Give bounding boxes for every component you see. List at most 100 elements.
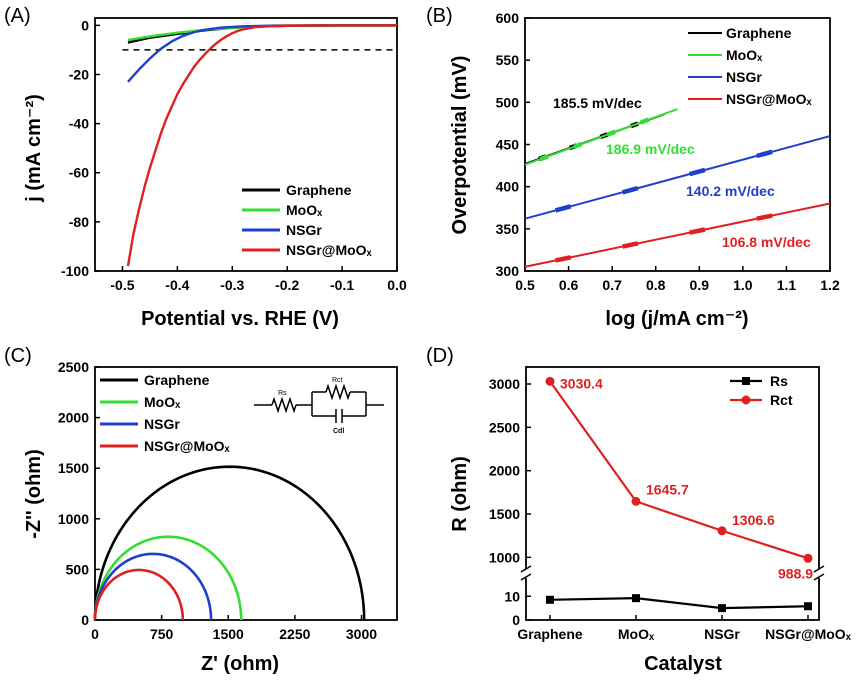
panel-d-y-tick-label: 1000	[489, 549, 520, 565]
panel-b-y-tick-label: 350	[496, 221, 520, 237]
panel-d-point	[718, 604, 726, 613]
panel-d-frame	[525, 366, 820, 621]
circuit-cdl-label: Cdl	[333, 428, 344, 435]
panel-c-nyquist-arc	[93, 552, 213, 621]
panel-a-x-tick-label: -0.5	[110, 277, 134, 293]
panel-c-x-tick-label: 0	[91, 626, 99, 642]
panel-d-break-mark	[520, 573, 532, 581]
circuit-diagram	[254, 383, 384, 423]
panel-d-legend-marker	[741, 395, 751, 405]
panel-b-data-segment	[555, 255, 572, 263]
panel-b-series	[524, 108, 831, 268]
panel-d-x-tick-label: Graphene	[517, 626, 583, 642]
panel-b-x-tick-label: 0.5	[515, 277, 535, 293]
panel-b-slope-labels: 185.5 mV/dec 186.9 mV/dec 140.2 mV/dec 106.…	[553, 95, 811, 250]
panel-a-x-tick-label: -0.4	[165, 277, 189, 293]
panel-b-data-segment	[640, 117, 650, 125]
panel-b-legend-label: Graphene	[726, 25, 792, 41]
panel-c-label: (C)	[4, 345, 32, 367]
panel-b-x-tick-label: 0.7	[602, 277, 622, 293]
panel-d-point	[545, 376, 555, 386]
panel-d-point	[717, 526, 727, 536]
panel-b-x-tick-label: 0.8	[646, 277, 666, 293]
panel-a-x-axis-title: Potential vs. RHE (V)	[141, 308, 339, 330]
panel-c: (C) 0 750 1500 2250 3000 0 500 1000 1500 2000 250…	[4, 345, 398, 675]
panel-d-x-ticks: Graphene MoOₓ NSGr NSGr@MoOₓ	[517, 615, 852, 642]
panel-d: (D) Graphene MoOₓ NSGr NSGr@MoOₓ 1000 1500 20…	[426, 345, 852, 675]
panel-b-label: (B)	[426, 5, 453, 27]
panel-d-point	[632, 594, 640, 603]
panel-c-y-axis-title: -Z'' (ohm)	[23, 449, 45, 538]
panel-a-series	[126, 24, 397, 267]
panel-b-x-tick-label: 1.1	[777, 277, 797, 293]
panel-a-x-ticks: -0.5 -0.4 -0.3 -0.2 -0.1 0.0	[110, 266, 407, 293]
panel-b-x-tick-label: 1.0	[733, 277, 753, 293]
panel-c-y-tick-label: 2500	[58, 359, 89, 375]
panel-c-x-tick-label: 1500	[213, 626, 244, 642]
panel-a-legend-label: MoOₓ	[286, 202, 323, 218]
panel-d-break-mark	[813, 565, 825, 573]
panel-b-data-segment	[573, 142, 583, 150]
panel-d-legend: Rs Rct	[730, 373, 793, 408]
panel-d-point	[631, 496, 641, 506]
panel-b-fit-line	[524, 202, 831, 268]
panel-b-legend: Graphene MoOₓ NSGr NSGr@MoOₓ	[688, 25, 813, 107]
panel-a-x-tick-label: 0.0	[387, 277, 407, 293]
panel-a-y-ticks: 0 -20 -40 -60 -80 -100	[61, 17, 100, 279]
panel-d-y-tick-label: 2000	[489, 463, 520, 479]
panel-b-y-tick-label: 400	[496, 179, 520, 195]
panel-d-value-label: 988.9	[778, 565, 813, 581]
panel-b-y-tick-label: 300	[496, 263, 520, 279]
panel-d-y-tick-label: 1500	[489, 506, 520, 522]
panel-a-y-tick-label: -60	[69, 165, 89, 181]
panel-b-x-ticks: 0.5 0.6 0.7 0.8 0.9 1.0 1.1 1.2	[515, 266, 840, 293]
panel-a-x-tick-label: -0.2	[275, 277, 299, 293]
panel-c-legend-label: MoOₓ	[144, 394, 181, 410]
panel-b-data-segment	[756, 213, 773, 221]
panel-d-series-line	[549, 380, 809, 560]
panel-a-label: (A)	[4, 5, 31, 27]
panel-d-x-tick-label: NSGr@MoOₓ	[765, 626, 852, 642]
panel-b-data-segment	[622, 185, 639, 195]
panel-b-slope-label: 185.5 mV/dec	[553, 95, 642, 111]
panel-c-y-tick-label: 1500	[58, 460, 89, 476]
panel-b-x-tick-label: 0.6	[559, 277, 579, 293]
panel-c-y-tick-label: 0	[81, 612, 89, 628]
panel-b-data-segment	[622, 241, 639, 249]
rs-resistor	[271, 396, 297, 414]
panel-b-data-segment	[606, 129, 616, 137]
panel-d-label: (D)	[426, 345, 454, 367]
panel-c-x-axis-title: Z' (ohm)	[201, 653, 279, 675]
panel-b-legend-label: MoOₓ	[726, 47, 763, 63]
panel-a-series-line	[126, 24, 397, 267]
rct-resistor	[325, 383, 351, 401]
panel-b-data-segment	[539, 154, 549, 162]
panel-b-data-segment	[689, 167, 706, 177]
panel-d-y-tick-label: 3000	[489, 376, 520, 392]
panel-b-legend-label: NSGr@MoOₓ	[726, 91, 813, 107]
panel-c-nyquist-arc	[93, 568, 185, 621]
panel-c-x-tick-label: 2250	[279, 626, 310, 642]
panel-c-x-tick-label: 3000	[346, 626, 377, 642]
panel-c-x-tick-label: 750	[150, 626, 174, 642]
panel-c-x-ticks: 0 750 1500 2250 3000	[91, 615, 377, 642]
panel-d-axis-break	[520, 565, 825, 581]
panel-c-y-tick-label: 500	[66, 561, 90, 577]
panel-d-value-label: 1645.7	[646, 481, 689, 497]
panel-b-data-segment	[689, 227, 706, 235]
panel-d-break-mark	[520, 565, 532, 573]
panel-b-y-tick-label: 450	[496, 137, 520, 153]
panel-c-y-tick-label: 1000	[58, 511, 89, 527]
panel-b-data-segment	[756, 149, 773, 159]
panel-a-x-tick-label: -0.1	[330, 277, 354, 293]
panel-c-legend: Graphene MoOₓ NSGr NSGr@MoOₓ	[100, 372, 231, 454]
panel-d-x-tick-label: NSGr	[704, 626, 740, 642]
panel-a-legend-label: Graphene	[286, 182, 352, 198]
panel-c-y-ticks: 0 500 1000 1500 2000 2500	[58, 359, 100, 628]
panel-a-y-tick-label: -100	[61, 263, 89, 279]
panel-d-series-line	[549, 597, 809, 610]
panel-a-y-tick-label: -40	[69, 116, 89, 132]
panel-c-legend-label: NSGr@MoOₓ	[144, 438, 231, 454]
panel-a-x-tick-label: -0.3	[220, 277, 244, 293]
